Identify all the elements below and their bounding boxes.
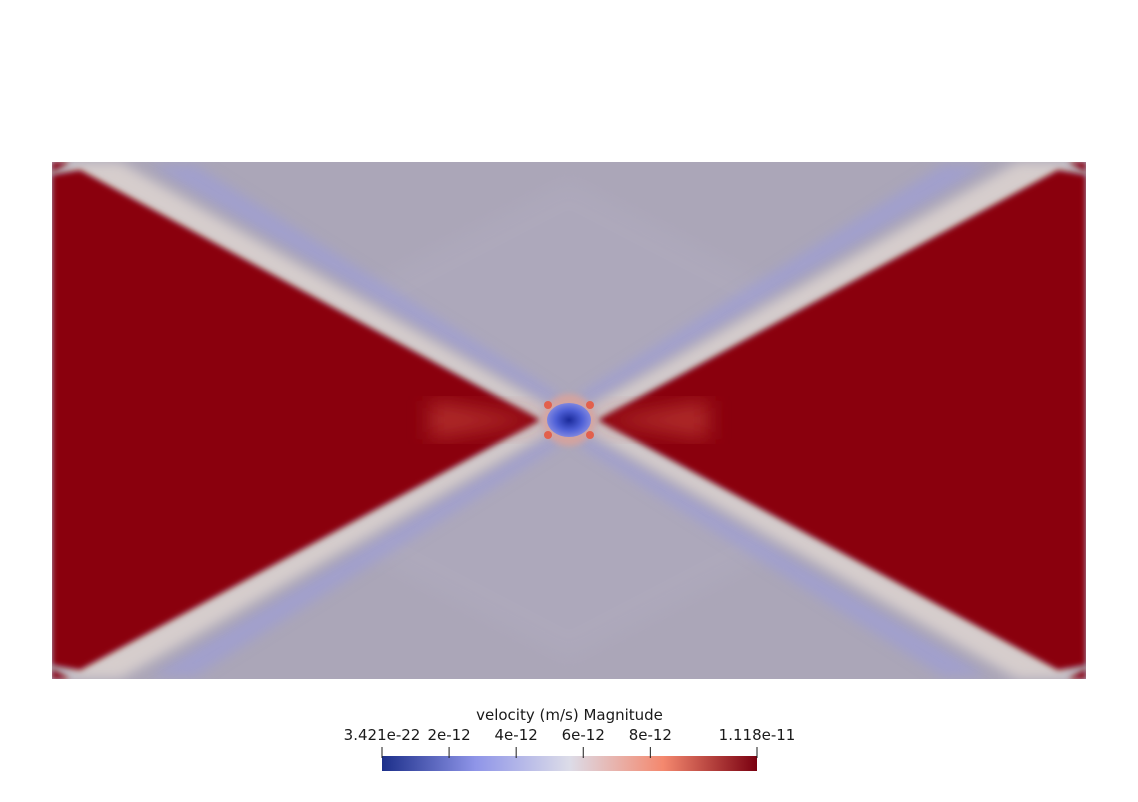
left-wedge <box>52 170 540 670</box>
wedge-tips <box>430 400 708 440</box>
colorbar-tick-label: 8e-12 <box>628 726 672 744</box>
colorbar-tick-marks <box>381 747 758 758</box>
colorbar-title: velocity (m/s) Magnitude <box>476 706 663 724</box>
colorbar-tick-label: 4e-12 <box>494 726 538 744</box>
colorbar-max-label: 1.118e-11 <box>718 726 796 744</box>
scalar-bar <box>381 747 758 771</box>
center-singularity <box>543 394 595 446</box>
colorbar-tick-label: 6e-12 <box>561 726 605 744</box>
blue-bands <box>150 165 988 676</box>
right-wedge <box>598 170 1086 670</box>
domain-field <box>52 162 1086 679</box>
corner-accents <box>52 162 1086 679</box>
colorbar-tick-label: 2e-12 <box>427 726 471 744</box>
colorbar-gradient <box>382 756 757 771</box>
high-velocity-wedges <box>52 170 1086 670</box>
colorbar-min-label: 3.421e-22 <box>343 726 421 744</box>
